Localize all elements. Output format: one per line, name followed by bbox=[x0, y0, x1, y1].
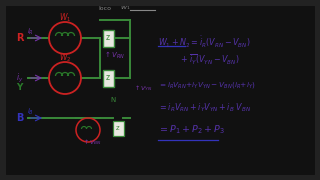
Text: z: z bbox=[106, 73, 110, 82]
Text: $\uparrow V_{YN}$: $\uparrow V_{YN}$ bbox=[133, 83, 153, 93]
Text: N: N bbox=[110, 97, 115, 103]
Text: $+\ \overline{i_Y}(V_{YN}-V_{BN})$: $+\ \overline{i_Y}(V_{YN}-V_{BN})$ bbox=[180, 53, 240, 67]
Text: z: z bbox=[116, 125, 120, 131]
FancyBboxPatch shape bbox=[113, 120, 124, 136]
Text: $\uparrow V_{RN}$: $\uparrow V_{RN}$ bbox=[103, 49, 125, 61]
Text: $W_1$: $W_1$ bbox=[59, 12, 71, 24]
Text: $i_y$: $i_y$ bbox=[16, 71, 23, 85]
Text: $i_R$: $i_R$ bbox=[27, 27, 34, 37]
FancyBboxPatch shape bbox=[102, 69, 114, 87]
Text: z: z bbox=[106, 33, 110, 42]
FancyBboxPatch shape bbox=[102, 30, 114, 46]
Text: $=i_R V_{RN}{+}i_Y V_{YN} - V_{BN}(i_R{+}i_Y)$: $=i_R V_{RN}{+}i_Y V_{YN} - V_{BN}(i_R{+… bbox=[158, 80, 256, 90]
Text: $W_2$: $W_2$ bbox=[59, 52, 71, 64]
Text: $= P_1 + P_2 + P_3$: $= P_1 + P_2 + P_3$ bbox=[158, 124, 225, 136]
Text: Y: Y bbox=[16, 84, 22, 93]
Text: $W_1$: $W_1$ bbox=[120, 4, 130, 12]
Text: $=i_R V_{RN} + i_Y V_{YN} + i_B\ V_{BN}$: $=i_R V_{RN} + i_Y V_{YN} + i_B\ V_{BN}$ bbox=[158, 102, 251, 114]
Text: $\uparrow V_{BN}$: $\uparrow V_{BN}$ bbox=[82, 137, 102, 147]
Text: B: B bbox=[16, 113, 23, 123]
Text: $W_1+N_2 = \dot{i}_R(V_{RN} - V_{BN})$: $W_1+N_2 = \dot{i}_R(V_{RN} - V_{BN})$ bbox=[158, 34, 251, 50]
Text: $i_B$: $i_B$ bbox=[27, 107, 34, 117]
Text: R: R bbox=[16, 33, 23, 43]
Text: loco: loco bbox=[99, 6, 111, 10]
